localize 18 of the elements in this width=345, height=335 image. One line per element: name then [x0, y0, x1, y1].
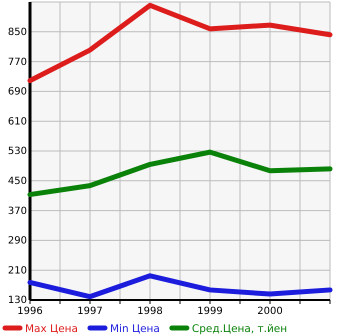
y-tick-label: 210	[8, 265, 27, 276]
y-tick-label: 770	[8, 56, 27, 68]
x-tick-label: 1999	[197, 306, 223, 318]
y-tick-label: 530	[8, 146, 27, 158]
y-tick-label: 130	[8, 295, 27, 306]
y-tick-label: 850	[8, 27, 27, 38]
x-tick-label: 1998	[137, 306, 163, 318]
y-tick-label: 610	[8, 116, 27, 128]
x-tick-label: 2000	[257, 306, 283, 318]
legend-label: Сред.Цена, т.йен	[192, 323, 288, 335]
legend-label: Min Цена	[110, 323, 160, 335]
y-tick-label: 690	[8, 86, 27, 98]
y-tick-label: 290	[8, 236, 27, 247]
y-tick-label: 370	[8, 206, 27, 217]
x-tick-label: 1996	[17, 306, 43, 318]
legend-label: Max Цена	[25, 323, 78, 335]
x-tick-label: 1997	[77, 306, 103, 318]
y-tick-label: 450	[8, 176, 27, 187]
